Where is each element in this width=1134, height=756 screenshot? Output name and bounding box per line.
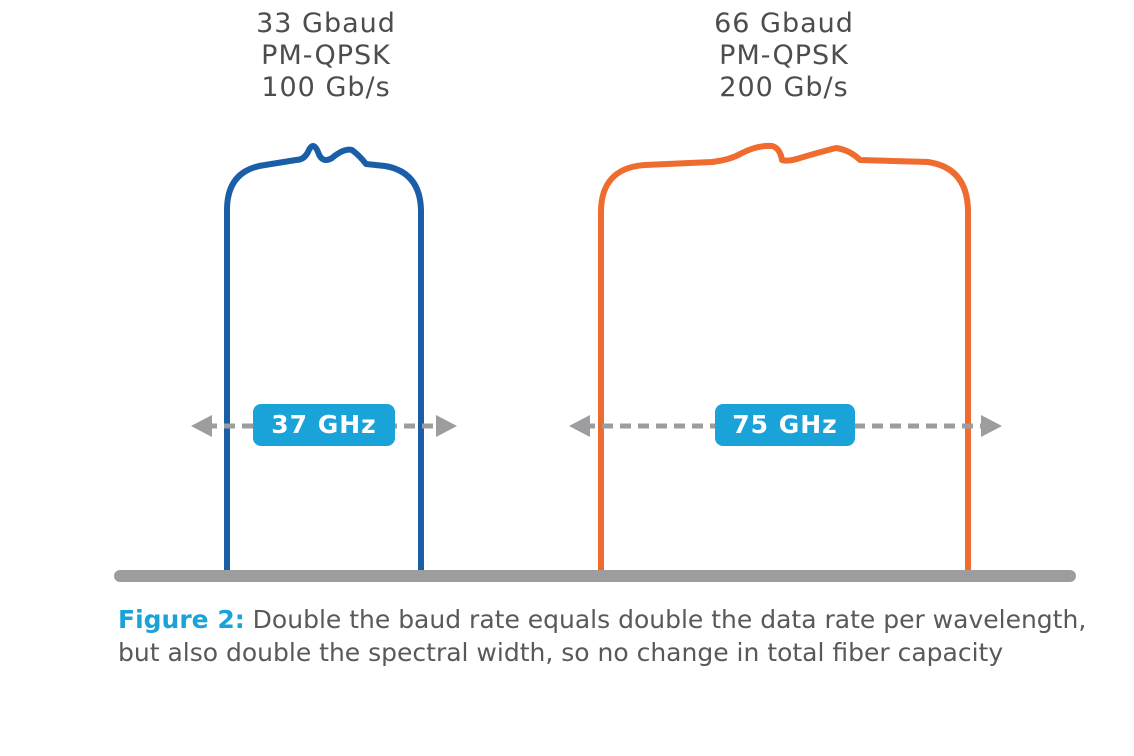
- channel-1-baud: 33 Gbaud: [256, 8, 396, 39]
- caption-prefix: Figure 2:: [118, 605, 245, 634]
- caption-text: Double the baud rate equals double the d…: [118, 605, 1087, 667]
- channel-2-label: 66 Gbaud PM-QPSK 200 Gb/s: [684, 8, 884, 104]
- channel-2-rate: 200 Gb/s: [719, 72, 849, 103]
- figure-caption: Figure 2: Double the baud rate equals do…: [118, 603, 1098, 669]
- channel-1-label: 33 Gbaud PM-QPSK 100 Gb/s: [226, 8, 426, 104]
- channel-1-bandwidth-badge: 37 GHz: [253, 404, 395, 446]
- channel-2-baud: 66 Gbaud: [714, 8, 854, 39]
- channel-1-rate: 100 Gb/s: [261, 72, 391, 103]
- channel-2-modulation: PM-QPSK: [719, 40, 849, 71]
- channel-1-modulation: PM-QPSK: [261, 40, 391, 71]
- channel-1-spectrum: [224, 143, 424, 573]
- channel-2-bandwidth-badge: 75 GHz: [715, 404, 855, 446]
- channel-2-spectrum: [598, 142, 971, 573]
